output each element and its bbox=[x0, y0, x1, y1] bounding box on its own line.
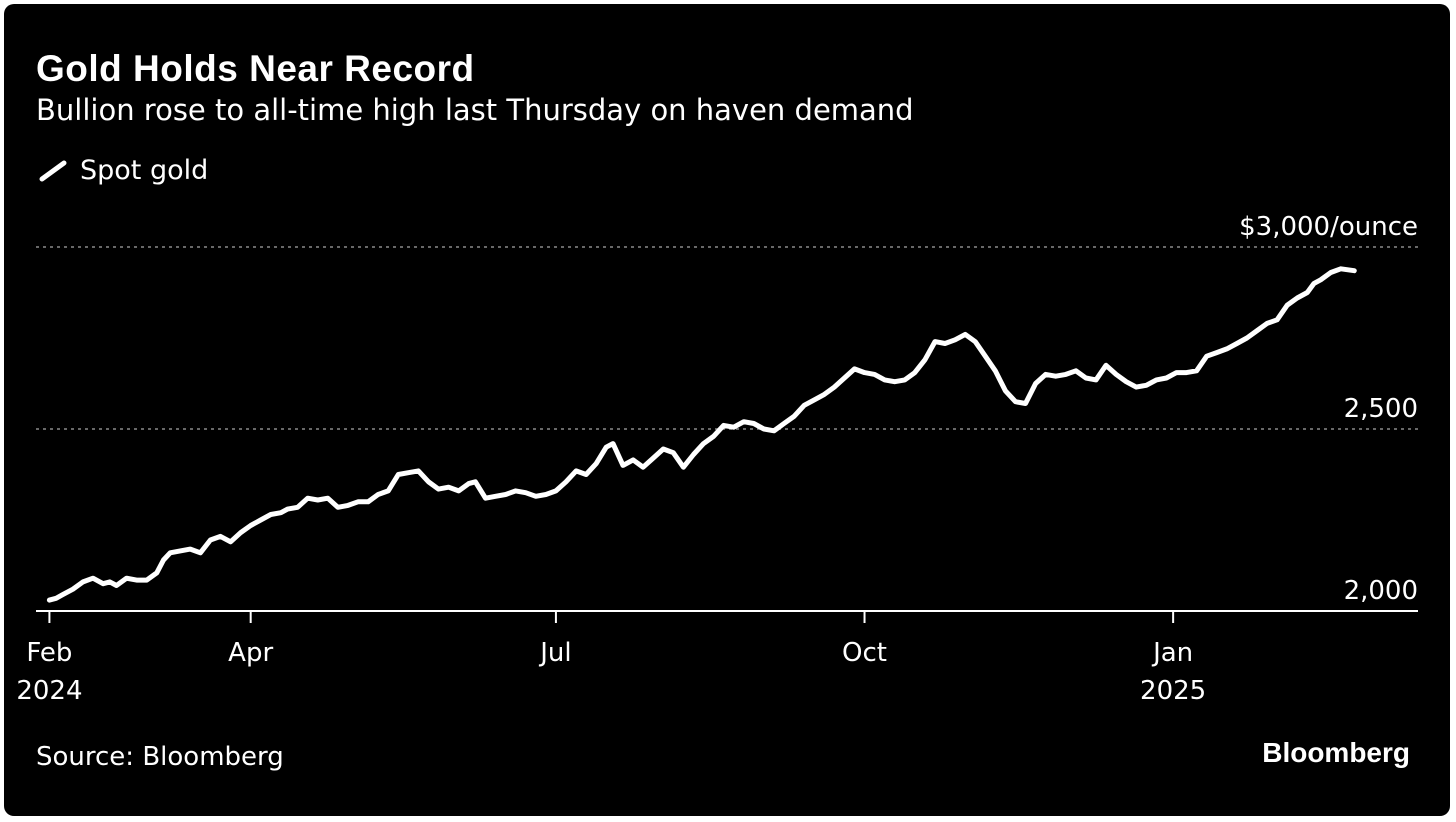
source-note: Source: Bloomberg bbox=[36, 742, 284, 772]
legend-line-swatch-icon bbox=[39, 160, 67, 181]
y-tick-label: $3,000/ounce bbox=[1239, 212, 1418, 242]
x-tick-label: Oct bbox=[842, 638, 887, 668]
x-tick-year-label: 2025 bbox=[1140, 676, 1206, 706]
x-axis-ticks: Feb 2024 Apr Jul Oct Jan 2025 bbox=[16, 611, 1206, 706]
legend-label: Spot gold bbox=[80, 155, 209, 186]
bloomberg-logo: Bloomberg bbox=[1262, 737, 1410, 768]
chart-plot: 2,000 2,500 $3,000/ounce Feb 2024 Apr Jul Oct J… bbox=[16, 212, 1418, 706]
y-axis-ticks: 2,000 2,500 $3,000/ounce bbox=[1239, 212, 1418, 606]
series-line-spot-gold bbox=[46, 266, 1357, 603]
chart-card: Gold Holds Near Record Bullion rose to a… bbox=[4, 4, 1450, 816]
series-layer bbox=[46, 266, 1357, 603]
x-tick-label: Feb bbox=[26, 638, 72, 668]
chart-subtitle: Bullion rose to all-time high last Thurs… bbox=[36, 93, 914, 127]
y-tick-label: 2,500 bbox=[1344, 394, 1418, 424]
x-tick-label: Jan bbox=[1151, 638, 1193, 668]
x-tick-label: Apr bbox=[228, 638, 273, 668]
x-tick-label: Jul bbox=[538, 638, 571, 668]
chart-legend: Spot gold bbox=[36, 155, 208, 186]
x-tick-year-label: 2024 bbox=[16, 676, 82, 706]
y-tick-label: 2,000 bbox=[1344, 576, 1418, 606]
chart-title: Gold Holds Near Record bbox=[36, 48, 475, 89]
gridlines bbox=[36, 246, 1418, 430]
